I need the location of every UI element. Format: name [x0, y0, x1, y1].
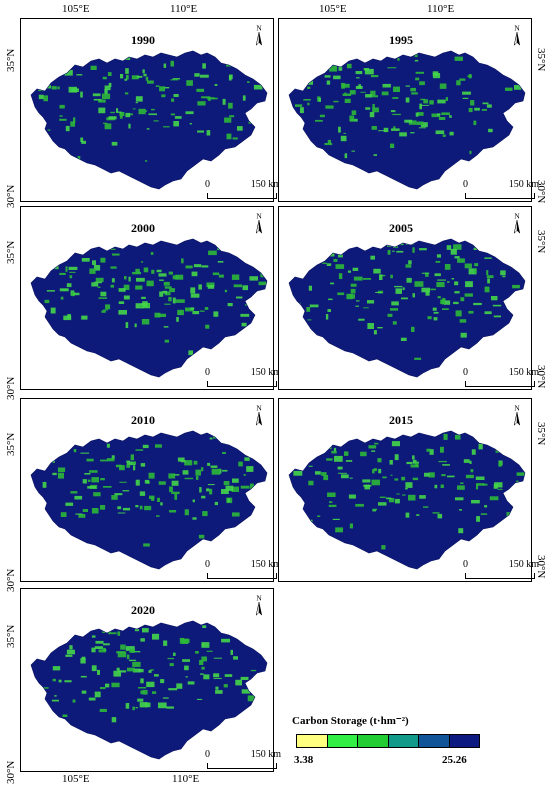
scale-bar: 0 150 km: [205, 559, 281, 585]
legend-swatch-2: [326, 734, 358, 748]
lat-label-35-right-row3: 35°N: [535, 422, 547, 446]
legend-swatch-3: [357, 734, 389, 748]
scale-bar-end: 150 km: [508, 559, 539, 570]
legend-swatch-1: [296, 734, 328, 748]
legend-swatch-4: [387, 734, 419, 748]
panel-year-title: 2010: [131, 413, 155, 427]
panel-year-title: 1995: [389, 33, 413, 47]
svg-text:N: N: [256, 593, 262, 602]
scale-bar: 0 150 km: [463, 367, 539, 393]
scale-bar-start: 0: [463, 367, 468, 378]
panel-year-title: 1990: [131, 33, 155, 47]
bottom-lon-label-105: 105°E: [62, 773, 90, 785]
top-lon-label-105-right: 105°E: [319, 3, 347, 15]
north-arrow-icon: N: [255, 593, 262, 616]
scale-bar-line: [465, 193, 535, 199]
top-lon-label-110-left: 110°E: [170, 3, 198, 15]
lat-label-35-row2: 35°N: [5, 240, 17, 264]
map-panel-1990: 1990 N 0 150 km: [20, 18, 281, 205]
scale-bar: 0 150 km: [205, 179, 281, 205]
panel-year-title: 2020: [131, 603, 155, 617]
carbon-storage-map: [30, 50, 268, 190]
scale-bar: 0 150 km: [205, 749, 281, 775]
carbon-storage-map: [288, 430, 526, 570]
top-lon-label-105-left: 105°E: [62, 3, 90, 15]
svg-text:N: N: [514, 403, 520, 412]
scale-bar-start: 0: [205, 559, 210, 570]
svg-text:N: N: [256, 23, 262, 32]
carbon-storage-map: [30, 620, 268, 760]
lat-label-35-row1: 35°N: [5, 48, 17, 72]
svg-text:N: N: [256, 211, 262, 220]
north-arrow-icon: N: [513, 23, 520, 46]
carbon-storage-legend: Carbon Storage (t·hm⁻²) 3.38 25.26: [292, 714, 492, 778]
map-panel-2020: 2020 N 0 150 km: [20, 588, 281, 775]
map-panel-2010: 2010 N 0 150 km: [20, 398, 281, 585]
top-lon-label-110-right: 110°E: [427, 3, 455, 15]
scale-bar-end: 150 km: [250, 749, 281, 760]
legend-swatch-5: [418, 734, 450, 748]
scale-bar-line: [207, 193, 277, 199]
panel-year-title: 2015: [389, 413, 413, 427]
map-panel-1995: 1995 N 0 150 km: [278, 18, 539, 205]
carbon-storage-map: [288, 50, 526, 190]
north-arrow-icon: N: [255, 23, 262, 46]
scale-bar-line: [465, 573, 535, 579]
lat-label-30-row3: 30°N: [5, 568, 17, 592]
lat-label-30-row1: 30°N: [5, 184, 17, 208]
north-arrow-icon: N: [255, 403, 262, 426]
scale-bar-end: 150 km: [508, 367, 539, 378]
scale-bar-end: 150 km: [250, 179, 281, 190]
north-arrow-icon: N: [255, 211, 262, 234]
bottom-lon-label-110: 110°E: [172, 773, 200, 785]
lat-label-35-right-row2: 35°N: [535, 230, 547, 254]
scale-bar-start: 0: [205, 749, 210, 760]
lat-label-35-row3: 35°N: [5, 432, 17, 456]
scale-bar-end: 150 km: [250, 559, 281, 570]
legend-color-ramp: [296, 734, 480, 748]
carbon-storage-map: [30, 430, 268, 570]
lat-label-35-row4: 35°N: [5, 624, 17, 648]
scale-bar-line: [207, 763, 277, 769]
scale-bar-start: 0: [463, 179, 468, 190]
north-arrow-icon: N: [513, 403, 520, 426]
legend-swatch-6: [448, 734, 480, 748]
north-arrow-icon: N: [513, 211, 520, 234]
scale-bar-line: [207, 573, 277, 579]
lat-label-35-right-row1: 35°N: [535, 48, 547, 72]
lat-label-30-row4: 30°N: [5, 760, 17, 784]
map-panel-2000: 2000 N 0 150 km: [20, 206, 281, 393]
scale-bar-start: 0: [205, 179, 210, 190]
scale-bar-line: [207, 381, 277, 387]
scale-bar-end: 150 km: [250, 367, 281, 378]
carbon-storage-map: [30, 238, 268, 378]
svg-text:N: N: [514, 23, 520, 32]
scale-bar-start: 0: [205, 367, 210, 378]
scale-bar: 0 150 km: [205, 367, 281, 393]
map-panel-2015: 2015 N 0 150 km: [278, 398, 539, 585]
scale-bar: 0 150 km: [463, 559, 539, 585]
carbon-storage-map: [288, 238, 526, 378]
scale-bar-start: 0: [463, 559, 468, 570]
legend-max-value: 25.26: [442, 754, 467, 766]
scale-bar-end: 150 km: [508, 179, 539, 190]
lat-label-30-row2: 30°N: [5, 376, 17, 400]
scale-bar-line: [465, 381, 535, 387]
svg-text:N: N: [256, 403, 262, 412]
panel-year-title: 2005: [389, 221, 413, 235]
panel-year-title: 2000: [131, 221, 155, 235]
svg-text:N: N: [514, 211, 520, 220]
scale-bar: 0 150 km: [463, 179, 539, 205]
map-panel-2005: 2005 N 0 150 km: [278, 206, 539, 393]
legend-min-value: 3.38: [294, 754, 314, 766]
legend-title: Carbon Storage (t·hm⁻²): [292, 715, 409, 727]
